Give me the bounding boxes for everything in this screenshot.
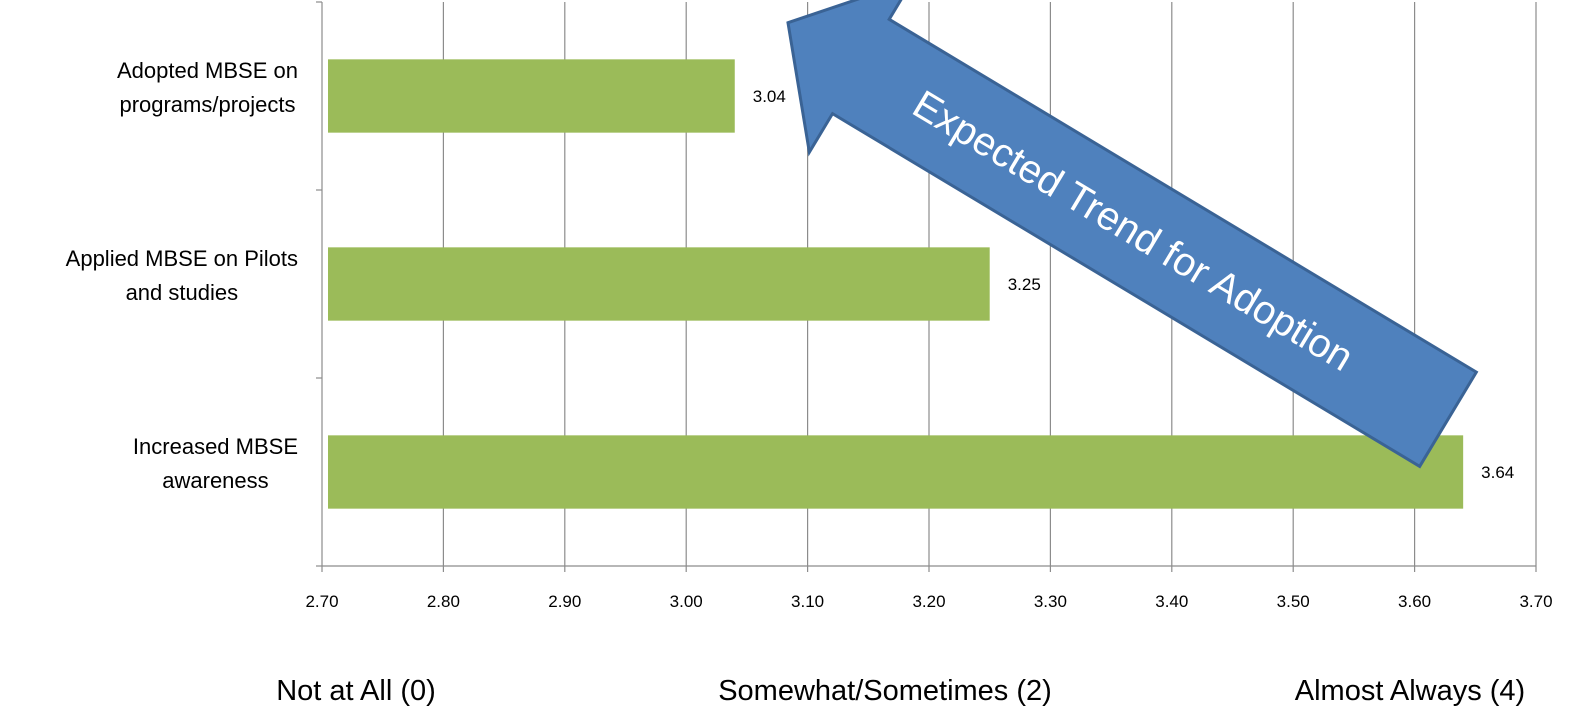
scale-label: Almost Always (4) xyxy=(1295,675,1525,707)
bar xyxy=(328,435,1464,509)
bar xyxy=(328,59,735,133)
x-tick-label: 3.50 xyxy=(1277,592,1310,611)
x-tick-label: 2.80 xyxy=(427,592,460,611)
data-label: 3.64 xyxy=(1481,463,1514,482)
scale-label: Not at All (0) xyxy=(276,675,436,707)
category-label-line: Increased MBSE xyxy=(133,434,298,459)
category-label-line: awareness xyxy=(162,468,268,493)
x-tick-label: 3.10 xyxy=(791,592,824,611)
data-label: 3.25 xyxy=(1008,275,1041,294)
x-tick-label: 3.60 xyxy=(1398,592,1431,611)
x-tick-label: 3.20 xyxy=(912,592,945,611)
category-label-line: Adopted MBSE on xyxy=(117,58,298,83)
scale-labels: Not at All (0) Somewhat/Sometimes (2) Almo… xyxy=(276,675,1525,707)
x-tick-label: 3.40 xyxy=(1155,592,1188,611)
axes xyxy=(316,1,1537,572)
trend-arrow-text: Expected Trend for Adoption xyxy=(905,82,1360,380)
category-label: Adopted MBSE on programs/projects xyxy=(117,58,298,117)
category-labels: Adopted MBSE on programs/projects Applied … xyxy=(66,58,298,493)
x-tick-labels: 2.70 2.80 2.90 3.00 3.10 3.20 3.30 3.40 3.50 3.60… xyxy=(305,592,1552,611)
x-tick-label: 2.90 xyxy=(548,592,581,611)
category-label: Applied MBSE on Pilots and studies xyxy=(66,246,298,305)
scale-label: Somewhat/Sometimes (2) xyxy=(718,675,1052,707)
bar xyxy=(328,247,990,321)
category-label: Increased MBSE awareness xyxy=(133,434,298,493)
category-label-line: and studies xyxy=(126,280,239,305)
category-label-line: programs/projects xyxy=(119,92,295,117)
bars xyxy=(328,59,1464,509)
x-tick-label: 3.30 xyxy=(1034,592,1067,611)
x-tick-label: 3.70 xyxy=(1519,592,1552,611)
x-tick-label: 2.70 xyxy=(305,592,338,611)
data-label: 3.04 xyxy=(753,87,786,106)
category-label-line: Applied MBSE on Pilots xyxy=(66,246,298,271)
x-tick-label: 3.00 xyxy=(670,592,703,611)
data-labels: 3.04 3.25 3.64 xyxy=(753,87,1514,482)
trend-arrow-shape xyxy=(786,0,1479,469)
